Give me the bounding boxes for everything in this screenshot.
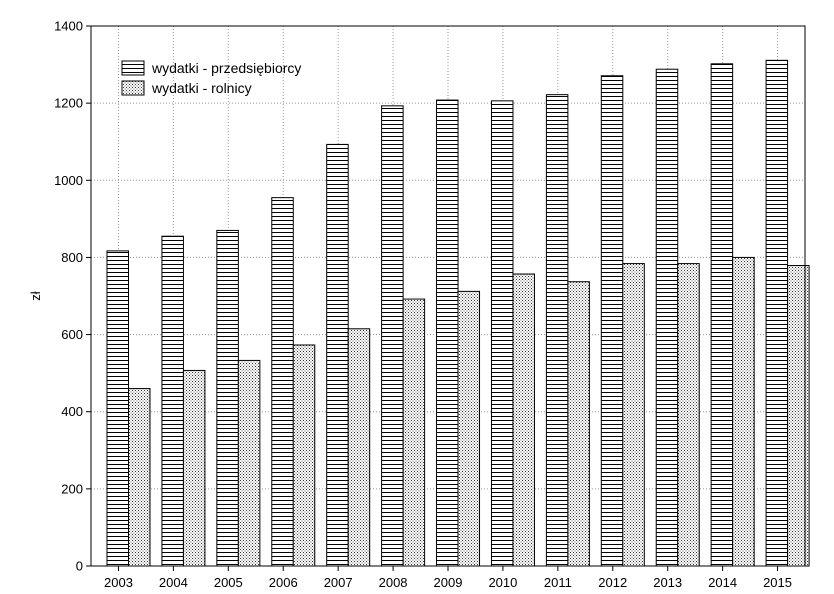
legend-swatch-przedsiebiorcy [121,60,145,76]
x-tick-label: 2006 [269,575,298,590]
x-tick-label: 2014 [708,575,737,590]
x-tick-label: 2004 [159,575,188,590]
bar-przedsiebiorcy-2008 [381,105,404,567]
bar-przedsiebiorcy-2006 [271,197,294,567]
bar-rolnicy-2009 [457,290,481,567]
x-tick-label: 2005 [214,575,243,590]
bar-przedsiebiorcy-2010 [490,100,514,567]
bar-rolnicy-2010 [512,273,535,567]
bar-przedsiebiorcy-2005 [216,229,239,567]
y-tick-label: 1000 [54,173,83,188]
y-axis-ticks: 0 200 400 600 800 1000 1200 1400 [54,19,91,574]
bar-rolnicy-2006 [292,344,316,567]
x-tick-label: 2008 [379,575,408,590]
legend-swatch-rolnicy [121,80,145,96]
y-tick-label: 600 [61,327,83,342]
x-tick-label: 2007 [324,575,353,590]
x-tick-label: 2003 [104,575,133,590]
bar-rolnicy-2012 [622,263,645,567]
x-tick-label: 2010 [488,575,517,590]
bar-rolnicy-2015 [787,265,810,567]
legend: wydatki - przedsiębiorcy wydatki - rolnic… [121,60,301,96]
x-tick-label: 2015 [763,575,792,590]
bar-przedsiebiorcy-2015 [765,59,789,567]
bar-przedsiebiorcy-2004 [161,235,184,567]
legend-label-przedsiebiorcy: wydatki - przedsiębiorcy [151,60,301,76]
y-tick-label: 400 [61,404,83,419]
x-tick-label: 2013 [653,575,682,590]
bar-przedsiebiorcy-2007 [326,143,349,567]
bar-rolnicy-2004 [182,369,206,567]
bar-rolnicy-2013 [677,263,700,567]
y-tick-label: 1200 [54,96,83,111]
bar-rolnicy-2003 [128,388,151,567]
y-tick-label: 0 [76,559,83,574]
bar-rolnicy-2008 [402,298,426,567]
y-tick-label: 200 [61,481,83,496]
x-tick-label: 2012 [598,575,627,590]
bars [106,59,810,567]
x-tick-label: 2009 [434,575,463,590]
bar-rolnicy-2007 [347,328,371,567]
y-axis-label: zł [28,291,43,301]
bar-przedsiebiorcy-2003 [106,250,129,567]
bar-rolnicy-2005 [237,359,261,567]
x-axis-ticks: 2003 2004 2005 2006 2007 2008 2009 2010 2011 2012… [104,566,792,590]
bar-przedsiebiorcy-2012 [600,75,624,567]
bar-przedsiebiorcy-2011 [545,94,569,567]
bar-rolnicy-2011 [567,281,590,567]
legend-label-rolnicy: wydatki - rolnicy [151,80,252,96]
y-tick-label: 800 [61,250,83,265]
bar-przedsiebiorcy-2009 [436,99,459,567]
bar-rolnicy-2014 [732,256,755,567]
x-tick-label: 2011 [544,575,572,590]
y-tick-label: 1400 [54,19,83,34]
bar-przedsiebiorcy-2013 [655,68,679,567]
bar-przedsiebiorcy-2014 [710,63,734,567]
